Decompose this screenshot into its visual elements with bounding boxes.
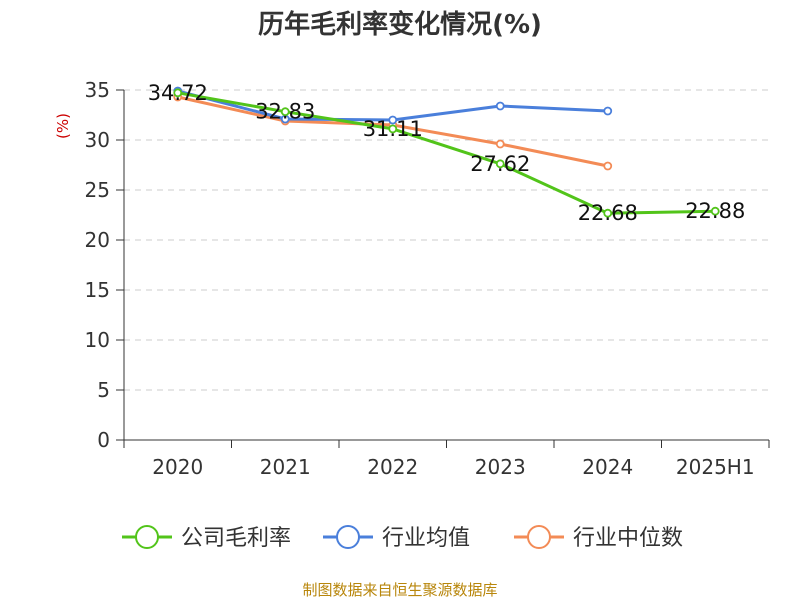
grid-lines: [124, 89, 769, 391]
legend-marker: [527, 525, 551, 549]
x-tick-label: 2024: [582, 455, 633, 479]
legend-marker: [135, 525, 159, 549]
y-tick-label: 30: [85, 128, 110, 152]
y-tick-label: 35: [85, 78, 110, 102]
x-tick-label: 2025H1: [676, 455, 755, 479]
legend: 公司毛利率 行业均值 行业中位数: [122, 525, 683, 551]
data-point: [603, 106, 613, 116]
legend-item: 行业中位数: [514, 525, 683, 551]
chart-title: 历年毛利率变化情况(%): [258, 9, 542, 40]
data-point: [603, 161, 613, 171]
y-tick-label: 15: [85, 278, 110, 302]
series-line: [177, 91, 716, 215]
legend-label: 公司毛利率: [181, 526, 291, 551]
data-label: 31.11: [363, 117, 423, 141]
y-tick-label: 0: [97, 428, 110, 452]
data-point: [603, 208, 613, 218]
y-tick-label: 25: [85, 178, 110, 202]
series-layer: [173, 86, 720, 218]
data-label: 22.68: [578, 201, 638, 225]
legend-label: 行业均值: [382, 526, 470, 551]
y-tick-label: 10: [85, 328, 110, 352]
data-point: [495, 159, 505, 169]
data-label: 22.88: [685, 199, 745, 223]
data-point: [710, 206, 720, 216]
data-point: [388, 115, 398, 125]
legend-label: 行业中位数: [573, 526, 683, 551]
legend-item: 公司毛利率: [122, 525, 291, 551]
data-label: 34.72: [148, 81, 208, 105]
x-tick-label: 2023: [475, 455, 526, 479]
y-tick-label: 5: [97, 378, 110, 402]
data-label: 32.83: [255, 100, 315, 124]
data-point: [495, 139, 505, 149]
y-axis-label: (%): [54, 113, 72, 139]
data-point: [495, 101, 505, 111]
source-note: 制图数据来自恒生聚源数据库: [302, 581, 497, 599]
y-tick-label: 20: [85, 228, 110, 252]
x-tick-label: 2020: [152, 455, 203, 479]
legend-item: 行业均值: [323, 525, 470, 551]
data-label: 27.62: [470, 152, 530, 176]
x-tick-label: 2022: [367, 455, 418, 479]
data-point: [388, 124, 398, 134]
legend-marker: [336, 525, 360, 549]
axes: 0 5 10 15 20 25 30 35 2020 2021 2022 2023 2024 2025H1: [85, 78, 770, 479]
data-point: [280, 107, 290, 117]
data-point: [173, 88, 183, 98]
data-labels: 34.72 32.83 31.11 27.62 22.68 22.88: [148, 81, 746, 225]
x-tick-label: 2021: [260, 455, 311, 479]
